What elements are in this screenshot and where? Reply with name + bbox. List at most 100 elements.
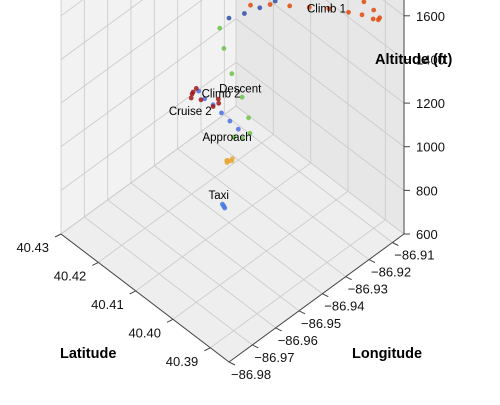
longitude-tick-mark xyxy=(345,276,352,281)
grid-line-wall-alt xyxy=(60,105,237,235)
point-cruise-1 xyxy=(242,11,247,16)
phase-label-climb-2: Climb 2 xyxy=(202,88,241,100)
point-climb-2 xyxy=(227,118,233,124)
floor-pane xyxy=(61,106,404,362)
tick-labels: 40.39 40.40 40.41 40.42 40.43 −86.98 −86.97 −86… xyxy=(16,9,444,382)
altitude-tick-label: 1200 xyxy=(416,96,445,111)
latitude-tick-mark xyxy=(129,290,136,295)
point-climb-1 xyxy=(248,2,253,8)
latitude-tick-label: 40.42 xyxy=(54,268,87,283)
longitude-tick-label: −86.94 xyxy=(324,299,364,314)
longitude-axis-line xyxy=(228,233,405,363)
grid-line-floor-lat xyxy=(172,190,349,320)
point-cruise-1 xyxy=(257,5,263,11)
grid-line-wall-alt xyxy=(60,18,237,148)
data-marks xyxy=(188,0,383,211)
grid-line-wall-alt xyxy=(235,18,405,148)
point-cruise-2 xyxy=(210,104,216,109)
latitude-tick-mark xyxy=(166,318,174,323)
grid-line-wall-alt xyxy=(235,62,405,191)
point-climb-1 xyxy=(371,7,377,13)
point-climb-2 xyxy=(219,110,224,116)
phase-label-climb-1: Climb 1 xyxy=(307,4,346,16)
longitude-tick-label: −86.97 xyxy=(254,350,294,365)
y-axis-title: Longitude xyxy=(352,346,422,362)
longitude-tick-mark xyxy=(392,242,399,246)
point-climb-1 xyxy=(326,6,332,12)
longitude-tick-mark xyxy=(252,344,259,349)
grid-line-floor-lon xyxy=(200,131,370,260)
grid-line-floor-lon xyxy=(130,182,300,312)
grid-line-floor-lat xyxy=(210,219,386,349)
altitude-tick-label: 800 xyxy=(416,183,438,198)
point-descent xyxy=(221,46,227,51)
longitude-tick-label: −86.93 xyxy=(348,282,388,297)
left-wall-pane xyxy=(61,0,236,234)
phase-label-cruise-2: Cruise 2 xyxy=(169,106,212,118)
grid-line-wall-alt xyxy=(235,105,405,235)
longitude-tick-mark xyxy=(275,327,282,332)
latitude-tick-label: 40.39 xyxy=(166,354,199,369)
x-axis-title: Latitude xyxy=(60,346,116,362)
longitude-tick-mark xyxy=(368,259,376,264)
grid-line-floor-lon xyxy=(107,199,276,329)
grid-line-wall-alt xyxy=(60,0,144,60)
z-axis-title: Altitude (ft) xyxy=(375,52,452,68)
longitude-tick-mark xyxy=(228,361,236,366)
longitude-tick-mark xyxy=(298,310,306,315)
point-descent xyxy=(246,115,252,121)
longitude-tick-label: −86.98 xyxy=(231,367,271,382)
point-cruise-2 xyxy=(188,95,194,101)
phase-label-descent: Descent xyxy=(219,84,262,96)
point-descent xyxy=(229,71,235,77)
grid-line-floor-lat xyxy=(98,134,274,263)
point-cruise-2 xyxy=(189,91,195,97)
point-cruise-2 xyxy=(198,97,204,103)
altitude-tick-label: 600 xyxy=(416,227,438,242)
point-cruise-2 xyxy=(216,100,222,106)
latitude-tick-label: 40.41 xyxy=(91,297,124,312)
point-climb-1 xyxy=(377,15,383,21)
longitude-tick-label: −86.92 xyxy=(371,265,411,280)
grid-line-floor-lon xyxy=(224,114,393,243)
point-taxi xyxy=(220,201,225,207)
grid-line-floor-lon xyxy=(154,165,323,295)
point-climb-2 xyxy=(235,126,241,132)
point-climb-1 xyxy=(306,4,312,10)
phase-label-taxi: Taxi xyxy=(208,190,228,202)
grid-lines xyxy=(54,0,410,366)
latitude-tick-mark xyxy=(92,261,99,266)
latitude-tick-mark xyxy=(54,233,62,238)
grid-line-wall-alt xyxy=(60,0,203,104)
point-climb-2 xyxy=(202,96,208,102)
grid-line-wall-alt xyxy=(325,0,405,60)
point-climb-1 xyxy=(361,0,367,5)
point-climb-1 xyxy=(359,12,365,18)
point-descent xyxy=(240,136,245,141)
longitude-tick-label: −86.95 xyxy=(301,316,341,331)
grid-line-wall-alt xyxy=(60,62,237,191)
point-descent xyxy=(239,94,245,100)
longitude-tick-label: −86.96 xyxy=(278,333,318,348)
point-approach xyxy=(226,158,231,164)
grid-line-wall-alt xyxy=(268,0,405,104)
latitude-tick-label: 40.43 xyxy=(16,240,49,255)
altitude-tick-label: 1000 xyxy=(416,140,445,155)
point-cruise-1 xyxy=(226,15,232,21)
axis-panes xyxy=(61,0,404,362)
point-climb-1 xyxy=(287,3,293,9)
longitude-tick-label: −86.91 xyxy=(394,248,434,263)
altitude-tick-label: 1600 xyxy=(416,9,445,24)
point-climb-1 xyxy=(370,16,376,22)
point-cruise-1 xyxy=(272,0,278,4)
point-descent xyxy=(217,25,223,31)
right-wall-pane xyxy=(236,0,404,234)
point-climb-1 xyxy=(267,2,273,7)
grid-line-floor-lon xyxy=(177,148,346,278)
point-cruise-2 xyxy=(215,96,221,102)
longitude-tick-mark xyxy=(322,293,329,298)
point-climb-1 xyxy=(346,9,351,15)
